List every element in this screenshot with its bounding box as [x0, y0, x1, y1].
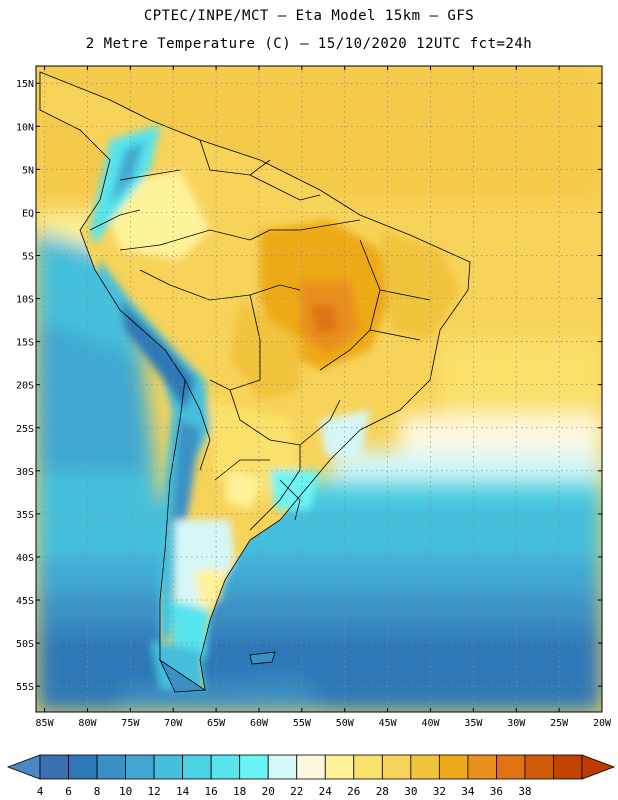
colorbar-swatch: [467, 754, 497, 780]
lat-label: 20S: [16, 381, 34, 392]
lat-label: 45S: [16, 596, 34, 607]
colorbar-swatch: [324, 754, 355, 780]
colorbar-tick-label: 22: [290, 785, 303, 798]
colorbar-swatch: [210, 754, 241, 780]
colorbar-tick-label: 30: [404, 785, 417, 798]
continent-south-america: [39, 71, 471, 693]
colorbar-tick-label: 34: [461, 785, 475, 798]
lon-label: 50W: [336, 718, 355, 729]
map-field: [36, 66, 602, 712]
lat-label: 50S: [16, 639, 34, 650]
colorbar-over-arrow: [581, 754, 616, 780]
colorbar-swatch: [39, 754, 69, 780]
colorbar-tick-label: 20: [262, 785, 275, 798]
lon-label: 70W: [164, 718, 183, 729]
lon-label: 35W: [464, 718, 483, 729]
map-frame: [35, 65, 603, 713]
colorbar-tick-label: 10: [119, 785, 132, 798]
map-title-line-1: CPTEC/INPE/MCT – Eta Model 15km – GFS: [143, 8, 475, 24]
lon-label: 30W: [507, 718, 526, 729]
lat-label: 25S: [16, 424, 34, 435]
lat-label: 15N: [16, 79, 34, 90]
colorbar-swatch: [96, 754, 126, 780]
colorbar: 4 6 8 10 12 14 16 18 20 22 24 26 28 30 32 34 36 38: [6, 754, 616, 798]
lat-label: 5N: [22, 165, 34, 176]
colorbar-swatch: [68, 754, 98, 780]
colorbar-swatch: [153, 754, 184, 780]
lon-label: 75W: [121, 718, 140, 729]
lat-label: 40S: [16, 553, 34, 564]
colorbar-swatch: [125, 754, 155, 780]
colorbar-tick-label: 24: [319, 785, 333, 798]
colorbar-swatch: [553, 754, 583, 780]
colorbar-tick-label: 12: [147, 785, 160, 798]
map-title-line-2: 2 Metre Temperature (C) – 15/10/2020 12U…: [85, 36, 533, 52]
lon-label: 60W: [250, 718, 269, 729]
lat-label: 35S: [16, 510, 34, 521]
colorbar-tick-label: 16: [205, 785, 218, 798]
lat-label: 15S: [16, 338, 34, 349]
colorbar-swatch: [239, 754, 269, 780]
colorbar-swatch: [182, 754, 212, 780]
colorbar-tick-label: 28: [376, 785, 389, 798]
lat-label: 10S: [16, 295, 34, 306]
colorbar-swatch: [381, 754, 412, 780]
colorbar-tick-label: 4: [37, 785, 44, 798]
colorbar-tick-label: 14: [176, 785, 190, 798]
lon-label: 80W: [78, 718, 97, 729]
colorbar-tick-label: 26: [347, 785, 360, 798]
lat-label: 5S: [22, 251, 34, 262]
lon-label: 40W: [421, 718, 440, 729]
colorbar-swatch: [296, 754, 326, 780]
lat-label: 30S: [16, 467, 34, 478]
colorbar-tick-label: 6: [65, 785, 72, 798]
lat-label: 55S: [16, 682, 34, 693]
colorbar-swatch: [267, 754, 298, 780]
lon-label: 55W: [293, 718, 312, 729]
lat-label: EQ: [22, 208, 34, 219]
lon-label: 45W: [379, 718, 398, 729]
lat-label: 10N: [16, 122, 34, 133]
lon-label: 85W: [36, 718, 55, 729]
colorbar-tick-label: 8: [94, 785, 101, 798]
lon-label: 65W: [207, 718, 226, 729]
colorbar-under-arrow: [6, 754, 41, 780]
colorbar-swatch: [438, 754, 469, 780]
colorbar-swatch: [524, 754, 554, 780]
colorbar-tick-label: 32: [433, 785, 446, 798]
lon-label: 20W: [593, 718, 612, 729]
colorbar-tick-label: 38: [518, 785, 531, 798]
colorbar-tick-label: 18: [233, 785, 246, 798]
colorbar-swatch: [353, 754, 383, 780]
colorbar-swatch: [496, 754, 526, 780]
colorbar-tick-label: 36: [490, 785, 503, 798]
lon-label: 25W: [550, 718, 569, 729]
colorbar-swatch: [410, 754, 440, 780]
